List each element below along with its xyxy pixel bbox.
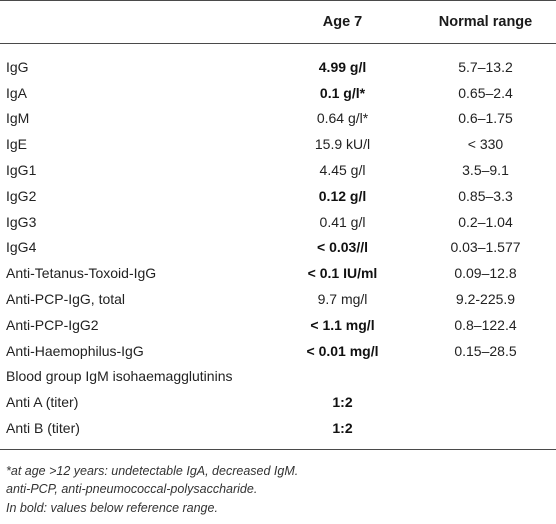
row-range: 0.03–1.577 (450, 239, 521, 256)
row-value: 0.41 g/l (319, 213, 366, 230)
footnote: *at age >12 years: undetectable IgA, dec… (6, 463, 299, 478)
row-label: Anti-Haemophilus-IgG (6, 342, 144, 359)
table-row: IgG 4.99 g/l 5.7–13.2 (0, 54, 556, 80)
titer-rows: Anti A (titer) 1:2 Anti B (titer) 1:2 (0, 389, 556, 441)
section-row: Blood group IgM isohaemagglutinins (0, 364, 556, 390)
row-label: Anti B (titer) (6, 420, 80, 437)
row-value: 0.12 g/l (318, 187, 367, 204)
table-row: Anti-PCP-IgG2 < 1.1 mg/l 0.8–122.4 (0, 312, 556, 338)
row-value: < 1.1 mg/l (310, 316, 375, 333)
row-value: 1:2 (332, 394, 353, 411)
row-value: < 0.1 IU/ml (307, 265, 378, 282)
row-value: 0.64 g/l* (316, 110, 369, 127)
table-row: IgM 0.64 g/l* 0.6–1.75 (0, 106, 556, 132)
row-label: Anti-Tetanus-Toxoid-IgG (6, 265, 157, 282)
table-row: Anti-PCP-IgG, total 9.7 mg/l 9.2-225.9 (0, 286, 556, 312)
row-value: 15.9 kU/l (314, 136, 371, 153)
footnotes: *at age >12 years: undetectable IgA, dec… (0, 450, 556, 518)
table-row: Anti A (titer) 1:2 (0, 389, 556, 415)
row-label: Anti-PCP-IgG2 (6, 316, 99, 333)
bottom-rule (0, 448, 556, 450)
row-label: IgM (6, 110, 30, 127)
table-row: IgE 15.9 kU/l < 330 (0, 131, 556, 157)
row-value: 4.99 g/l (318, 58, 367, 75)
row-value: 0.1 g/l* (319, 84, 366, 101)
row-range: 0.2–1.04 (458, 213, 513, 230)
section-label: Blood group IgM isohaemagglutinins (6, 368, 233, 385)
table-row: Anti-Haemophilus-IgG < 0.01 mg/l 0.15–28.5 (0, 338, 556, 364)
table-row: IgA 0.1 g/l* 0.65–2.4 (0, 80, 556, 106)
row-range: 0.09–12.8 (454, 265, 517, 282)
row-label: IgG1 (6, 162, 37, 179)
table-row: IgG2 0.12 g/l 0.85–3.3 (0, 183, 556, 209)
row-value: 1:2 (332, 420, 353, 437)
header-range: Normal range (438, 14, 533, 30)
header-rule (0, 43, 556, 44)
row-range: 0.6–1.75 (458, 110, 513, 127)
table-body: IgG 4.99 g/l 5.7–13.2 IgA 0.1 g/l* 0.65–2.4 Ig… (0, 44, 556, 441)
row-label: IgG (6, 58, 29, 75)
row-range: 5.7–13.2 (458, 58, 513, 75)
row-value: 9.7 mg/l (317, 291, 368, 308)
row-label: Anti A (titer) (6, 394, 79, 411)
footnote: In bold: values below reference range. (6, 500, 218, 515)
row-range: 3.5–9.1 (462, 162, 509, 179)
row-label: IgA (6, 84, 28, 101)
table-row: IgG1 4.45 g/l 3.5–9.1 (0, 157, 556, 183)
table-header: Age 7 Normal range (0, 1, 556, 43)
row-range: 0.85–3.3 (458, 187, 513, 204)
footnote: anti-PCP, anti-pneumococcal-polysacchari… (6, 482, 258, 497)
results-rows: IgG 4.99 g/l 5.7–13.2 IgA 0.1 g/l* 0.65–2.4 Ig… (0, 54, 556, 364)
row-range: 0.8–122.4 (454, 316, 517, 333)
table-row: IgG3 0.41 g/l 0.2–1.04 (0, 209, 556, 235)
header-age: Age 7 (322, 14, 363, 30)
row-label: IgE (6, 136, 28, 153)
row-range: 0.65–2.4 (458, 84, 513, 101)
row-range: 9.2-225.9 (455, 291, 516, 308)
row-range: 0.15–28.5 (454, 342, 517, 359)
row-label: IgG4 (6, 239, 37, 256)
table-row: Anti-Tetanus-Toxoid-IgG < 0.1 IU/ml 0.09–1… (0, 260, 556, 286)
row-value: 4.45 g/l (319, 162, 366, 179)
row-label: IgG2 (6, 187, 37, 204)
row-label: Anti-PCP-IgG, total (6, 291, 126, 308)
table-row: IgG4 < 0.03//l 0.03–1.577 (0, 235, 556, 261)
row-label: IgG3 (6, 213, 37, 230)
row-range: < 330 (467, 136, 504, 153)
row-value: < 0.03//l (317, 239, 368, 256)
top-rule (0, 0, 556, 1)
row-value: < 0.01 mg/l (306, 342, 379, 359)
table-row: Anti B (titer) 1:2 (0, 415, 556, 441)
